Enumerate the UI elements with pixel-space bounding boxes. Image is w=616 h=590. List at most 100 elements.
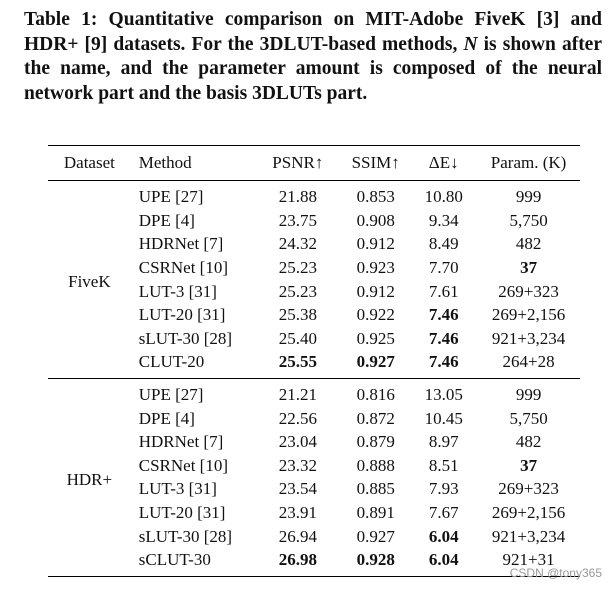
- value-cell: 37: [520, 258, 538, 278]
- table-row: CSRNet [10] 25.23 0.923 7.70 37: [48, 256, 580, 280]
- method-cell: LUT-20 [31]: [138, 503, 226, 523]
- table-row: FiveK UPE [27] 21.88 0.853 10.80 999: [48, 180, 580, 379]
- value-cell: 25.55: [254, 350, 342, 379]
- value-cell: 921+3,234: [491, 526, 566, 546]
- value-cell: 999: [515, 385, 542, 405]
- method-cell: sCLUT-30: [130, 547, 255, 577]
- value-cell: 0.908: [356, 210, 395, 230]
- table-row: DPE [4] 22.56 0.872 10.45 5,750: [48, 406, 580, 430]
- value-cell: 25.40: [278, 328, 317, 348]
- column-header: ΔE↓: [410, 145, 478, 181]
- value-cell: 23.32: [278, 455, 317, 475]
- dataset-cell: HDR+: [48, 378, 131, 577]
- value-cell: 264+28: [477, 350, 580, 379]
- table-row: LUT-3 [31] 23.54 0.885 7.93 269+323: [48, 477, 580, 501]
- value-cell: 269+2,156: [491, 305, 566, 325]
- method-cell: DPE [4]: [138, 408, 195, 428]
- value-cell: 24.32: [278, 234, 317, 254]
- value-cell: 0.927: [341, 350, 411, 379]
- value-cell: 269+323: [498, 281, 559, 301]
- value-cell: 26.94: [278, 526, 317, 546]
- group: FiveK UPE [27] 21.88 0.853 10.80 999 DPE [4] 23…: [48, 180, 580, 379]
- dataset-cell: FiveK: [48, 180, 131, 379]
- table-row: HDR+ UPE [27] 21.21 0.816 13.05 999: [48, 378, 580, 577]
- value-cell: 5,750: [509, 210, 548, 230]
- value-cell: 6.04: [410, 547, 478, 577]
- value-cell: 0.928: [341, 547, 411, 577]
- value-cell: 0.885: [356, 479, 395, 499]
- value-cell: 25.23: [278, 258, 317, 278]
- value-cell: 5,750: [509, 408, 548, 428]
- value-cell: 0.925: [356, 328, 395, 348]
- table-row: sCLUT-30 26.98 0.928 6.04 921+31: [48, 547, 580, 577]
- value-cell: 0.927: [356, 526, 395, 546]
- table-row: HDRNet [7] 24.32 0.912 8.49 482: [48, 232, 580, 256]
- table-row: LUT-20 [31] 25.38 0.922 7.46 269+2,156: [48, 303, 580, 327]
- value-cell: 7.67: [428, 503, 459, 523]
- table-row: sLUT-30 [28] 25.40 0.925 7.46 921+3,234: [48, 327, 580, 351]
- column-header: SSIM↑: [341, 145, 411, 181]
- value-cell: 269+323: [498, 479, 559, 499]
- value-cell: 7.46: [428, 328, 459, 348]
- method-cell: sLUT-30 [28]: [138, 526, 233, 546]
- value-cell: 10.45: [424, 408, 463, 428]
- value-cell: 921+31: [477, 547, 580, 577]
- caption-text: Table 1: Quantitative comparison on MIT-…: [24, 9, 602, 55]
- column-header: Param. (K): [477, 145, 580, 181]
- value-cell: 482: [515, 234, 542, 254]
- column-header: Dataset: [48, 145, 131, 181]
- value-cell: 25.23: [278, 281, 317, 301]
- table-row: DPE [4] 23.75 0.908 9.34 5,750: [48, 209, 580, 233]
- method-cell: DPE [4]: [138, 210, 195, 230]
- value-cell: 23.04: [278, 432, 317, 452]
- value-cell: 26.98: [254, 547, 342, 577]
- caption-symbol: N: [463, 33, 478, 55]
- value-cell: 921+3,234: [491, 328, 566, 348]
- value-cell: 999: [515, 187, 542, 207]
- method-cell: CLUT-20: [130, 350, 255, 379]
- header-row: Dataset Method PSNR↑ SSIM↑ ΔE↓ Param. (K): [48, 145, 580, 181]
- method-cell: LUT-3 [31]: [138, 479, 217, 499]
- value-cell: 23.54: [278, 479, 317, 499]
- value-cell: 7.61: [428, 281, 459, 301]
- value-cell: 8.49: [428, 234, 459, 254]
- table-row: CSRNet [10] 23.32 0.888 8.51 37: [48, 454, 580, 478]
- method-cell: CSRNet [10]: [138, 258, 228, 278]
- value-cell: 10.80: [424, 187, 463, 207]
- table-row: CLUT-20 25.55 0.927 7.46 264+28: [48, 350, 580, 379]
- value-cell: 22.56: [278, 408, 317, 428]
- value-cell: 21.21: [278, 385, 317, 405]
- value-cell: 0.912: [356, 234, 395, 254]
- column-header: Method: [130, 145, 255, 181]
- method-cell: UPE [27]: [138, 187, 204, 207]
- value-cell: 13.05: [424, 385, 463, 405]
- method-cell: LUT-3 [31]: [138, 281, 217, 301]
- value-cell: 6.04: [428, 526, 459, 546]
- table-row: LUT-3 [31] 25.23 0.912 7.61 269+323: [48, 279, 580, 303]
- value-cell: 7.46: [428, 305, 459, 325]
- value-cell: 7.70: [428, 258, 459, 278]
- value-cell: 0.923: [356, 258, 395, 278]
- value-cell: 0.872: [356, 408, 395, 428]
- caption: Table 1: Quantitative comparison on MIT-…: [24, 8, 602, 106]
- value-cell: 0.888: [356, 455, 395, 475]
- value-cell: 8.97: [428, 432, 459, 452]
- column-header: PSNR↑: [254, 145, 342, 181]
- value-cell: 482: [515, 432, 542, 452]
- method-cell: LUT-20 [31]: [138, 305, 226, 325]
- value-cell: 0.922: [356, 305, 395, 325]
- group: HDR+ UPE [27] 21.21 0.816 13.05 999 DPE [4] 22.…: [48, 378, 580, 577]
- table-row: sLUT-30 [28] 26.94 0.927 6.04 921+3,234: [48, 524, 580, 548]
- value-cell: 21.88: [278, 187, 317, 207]
- value-cell: 7.93: [428, 479, 459, 499]
- method-cell: HDRNet [7]: [138, 432, 224, 452]
- method-cell: CSRNet [10]: [138, 455, 228, 475]
- value-cell: 25.38: [278, 305, 317, 325]
- value-cell: 0.891: [356, 503, 395, 523]
- table-row: LUT-20 [31] 23.91 0.891 7.67 269+2,156: [48, 501, 580, 525]
- method-cell: UPE [27]: [138, 385, 204, 405]
- value-cell: 37: [520, 455, 538, 475]
- value-cell: 8.51: [428, 455, 459, 475]
- value-cell: 9.34: [428, 210, 459, 230]
- value-cell: 0.912: [356, 281, 395, 301]
